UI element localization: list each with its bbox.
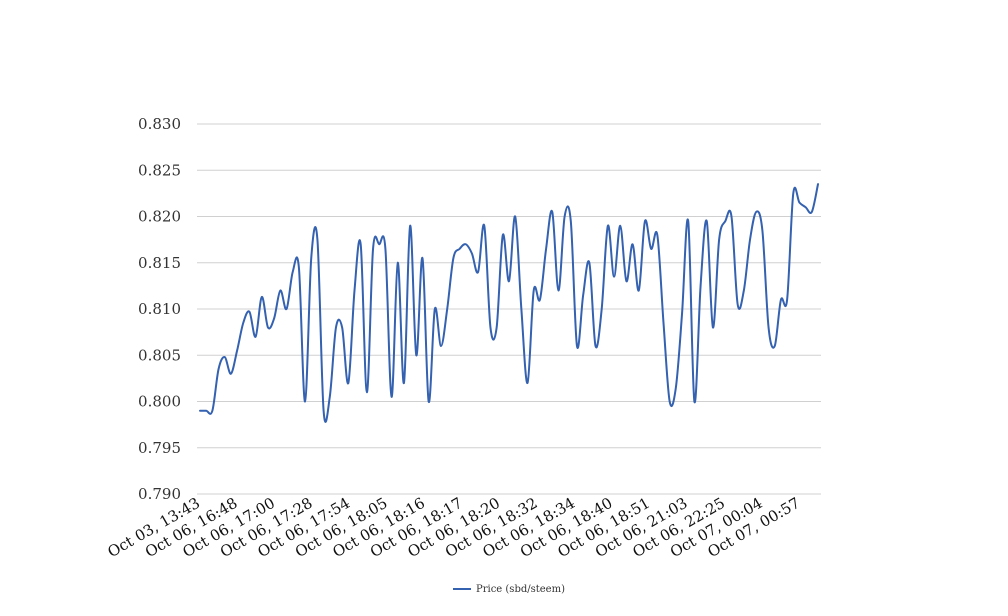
y-axis-tick-labels: 0.790 0.795 0.800 0.805 0.810 0.815 0.820 0.825… — [138, 115, 181, 503]
y-tick-label: 0.820 — [138, 208, 181, 226]
y-tick-label: 0.810 — [138, 300, 181, 318]
y-tick-label: 0.830 — [138, 115, 181, 133]
series-line-price — [199, 183, 819, 423]
series-layer — [199, 183, 819, 423]
y-tick-label: 0.795 — [138, 439, 181, 457]
legend: Price (sbd/steem) — [453, 584, 565, 595]
y-tick-label: 0.790 — [138, 485, 181, 503]
legend-label-price: Price (sbd/steem) — [476, 584, 565, 595]
y-tick-label: 0.805 — [138, 346, 181, 364]
y-tick-label: 0.815 — [138, 254, 181, 272]
gridlines — [197, 123, 821, 495]
y-tick-label: 0.800 — [138, 393, 181, 411]
y-tick-label: 0.825 — [138, 161, 181, 179]
